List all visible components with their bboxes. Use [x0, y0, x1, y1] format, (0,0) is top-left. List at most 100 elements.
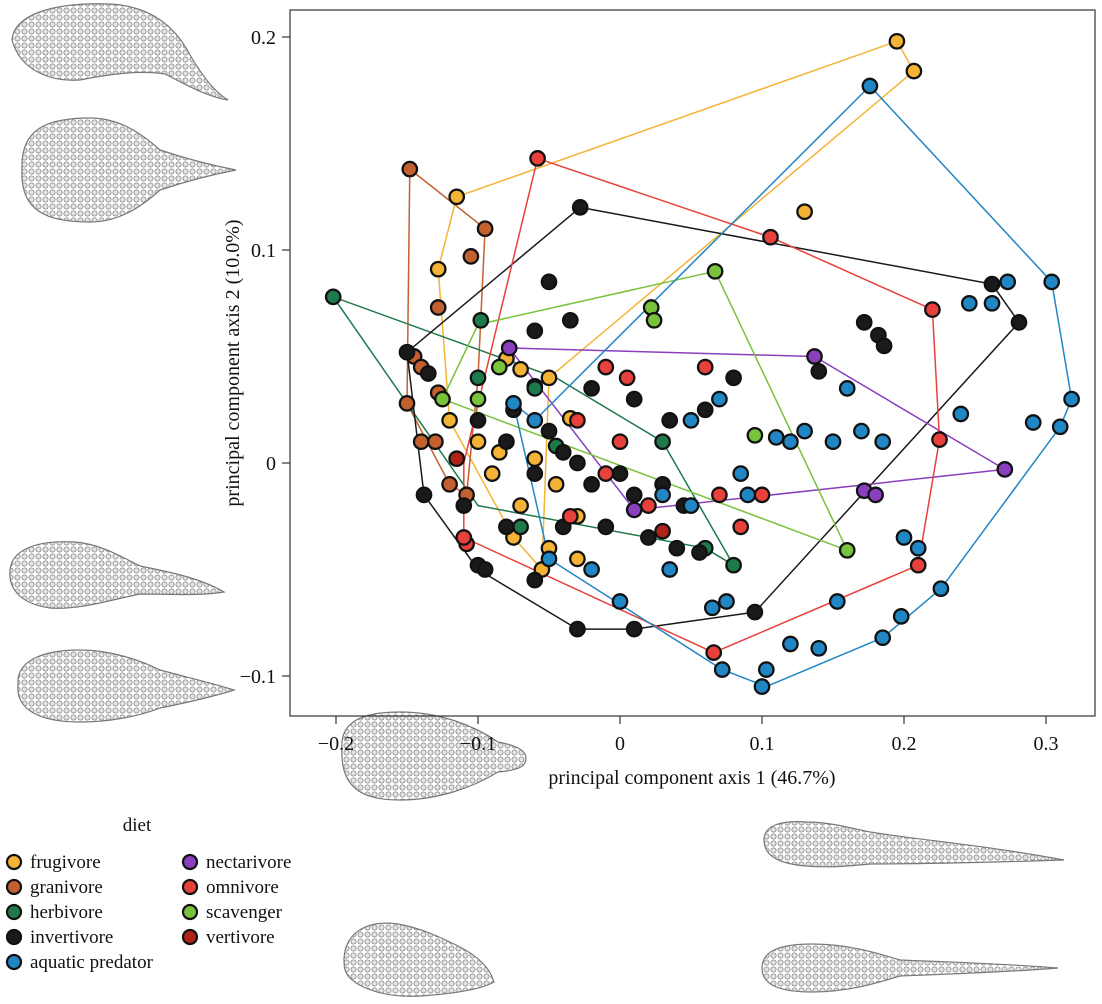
point-aquatic-predator	[952, 405, 970, 423]
point-aquatic-predator	[540, 550, 558, 568]
point-aquatic-predator	[782, 433, 799, 451]
point-aquatic-predator	[611, 593, 629, 610]
x-tick-label: −0.2	[318, 733, 354, 755]
legend-label-aquatic-predator: aquatic predator	[30, 952, 154, 973]
point-aquatic-predator	[661, 561, 679, 578]
point-invertivore	[583, 475, 600, 493]
legend-label-granivore: granivore	[30, 877, 103, 898]
legend-label-invertivore: invertivore	[30, 927, 113, 948]
point-omnivore	[618, 369, 636, 387]
legend-label-scavenger: scavenger	[206, 902, 283, 923]
point-frugivore	[888, 32, 906, 50]
y-axis-title: principal component axis 2 (10.0%)	[222, 219, 244, 506]
point-granivore	[401, 160, 419, 178]
point-scavenger	[838, 541, 856, 559]
point-scavenger	[746, 426, 764, 444]
point-scavenger	[490, 358, 508, 376]
point-omnivore	[732, 518, 750, 536]
skull-top-lateral-icon	[11, 3, 229, 101]
point-aquatic-predator	[796, 422, 813, 440]
legend-label-vertivore: vertivore	[206, 927, 275, 948]
point-aquatic-predator	[682, 497, 700, 514]
point-invertivore	[526, 465, 544, 482]
point-omnivore	[696, 358, 714, 376]
point-scavenger	[706, 262, 724, 280]
point-invertivore	[640, 529, 657, 546]
hull-frugivore	[437, 40, 915, 571]
point-aquatic-predator	[505, 395, 522, 412]
point-invertivore	[746, 603, 764, 621]
point-herbivore	[512, 518, 529, 536]
point-aquatic-predator	[828, 593, 846, 610]
point-omnivore	[597, 358, 615, 376]
point-invertivore	[571, 199, 589, 216]
point-nectarivore	[500, 339, 518, 357]
point-invertivore	[668, 539, 686, 557]
point-aquatic-predator	[654, 486, 671, 504]
skull-mid-lateral-icon	[9, 541, 226, 609]
point-invertivore	[415, 486, 433, 504]
point-frugivore	[905, 62, 923, 80]
legend-title: diet	[123, 815, 152, 836]
point-omnivore	[753, 486, 771, 504]
point-invertivore	[526, 571, 544, 589]
x-tick-label: 0.2	[892, 733, 917, 755]
point-aquatic-predator	[713, 661, 731, 678]
point-omnivore	[924, 301, 941, 318]
legend: diet frugivore granivore herbivore invertiv…	[5, 815, 291, 973]
point-aquatic-predator	[824, 433, 842, 451]
point-invertivore	[661, 412, 679, 429]
skull-bottom-lateral-icon	[343, 922, 495, 997]
x-tick-label: −0.1	[460, 733, 496, 755]
point-aquatic-predator	[932, 580, 950, 598]
plot-frame	[289, 9, 1096, 717]
point-aquatic-predator	[895, 529, 913, 546]
x-tick-label: 0	[615, 733, 625, 755]
point-frugivore	[429, 260, 447, 278]
legend-marker-nectarivore	[181, 853, 199, 871]
point-herbivore	[526, 380, 544, 397]
point-granivore	[398, 395, 416, 412]
legend-marker-scavenger	[181, 903, 199, 921]
point-omnivore	[561, 507, 579, 525]
point-frugivore	[512, 497, 529, 514]
point-invertivore	[597, 518, 615, 536]
point-invertivore	[611, 465, 629, 482]
legend-label-nectarivore: nectarivore	[206, 852, 291, 873]
point-invertivore	[983, 275, 1001, 293]
legend-marker-aquatic-predator	[5, 953, 23, 971]
point-omnivore	[529, 150, 546, 167]
x-axis-title: principal component axis 1 (46.7%)	[548, 767, 835, 789]
point-scavenger	[645, 311, 663, 329]
point-aquatic-predator	[999, 273, 1017, 291]
legend-label-omnivore: omnivore	[206, 877, 279, 898]
point-aquatic-predator	[1063, 390, 1080, 408]
x-tick-label: 0.1	[750, 733, 775, 755]
point-omnivore	[931, 431, 948, 448]
point-aquatic-predator	[810, 639, 828, 657]
point-invertivore	[569, 454, 586, 472]
point-aquatic-predator	[983, 294, 1001, 312]
point-aquatic-predator	[732, 465, 750, 482]
skull-bottom-dorsal-icon	[341, 711, 527, 801]
legend-marker-omnivore	[181, 878, 199, 896]
skull-right-lateral-icon	[763, 821, 1065, 868]
x-axis: −0.2 −0.1 0 0.1 0.2 0.3	[318, 716, 1059, 755]
point-invertivore	[625, 620, 643, 638]
y-tick-label: 0	[266, 453, 276, 475]
point-invertivore	[875, 337, 893, 355]
point-invertivore	[569, 620, 586, 638]
point-aquatic-predator	[874, 629, 892, 647]
point-aquatic-predator	[960, 294, 978, 312]
point-invertivore	[469, 412, 487, 429]
point-nectarivore	[625, 501, 643, 519]
point-herbivore	[324, 288, 342, 306]
legend-marker-herbivore	[5, 903, 23, 921]
point-omnivore	[762, 228, 779, 246]
point-aquatic-predator	[1043, 273, 1061, 291]
point-aquatic-predator	[753, 678, 771, 695]
point-omnivore	[611, 433, 629, 451]
point-invertivore	[540, 273, 558, 291]
point-frugivore	[540, 369, 558, 387]
point-omnivore	[711, 486, 728, 504]
